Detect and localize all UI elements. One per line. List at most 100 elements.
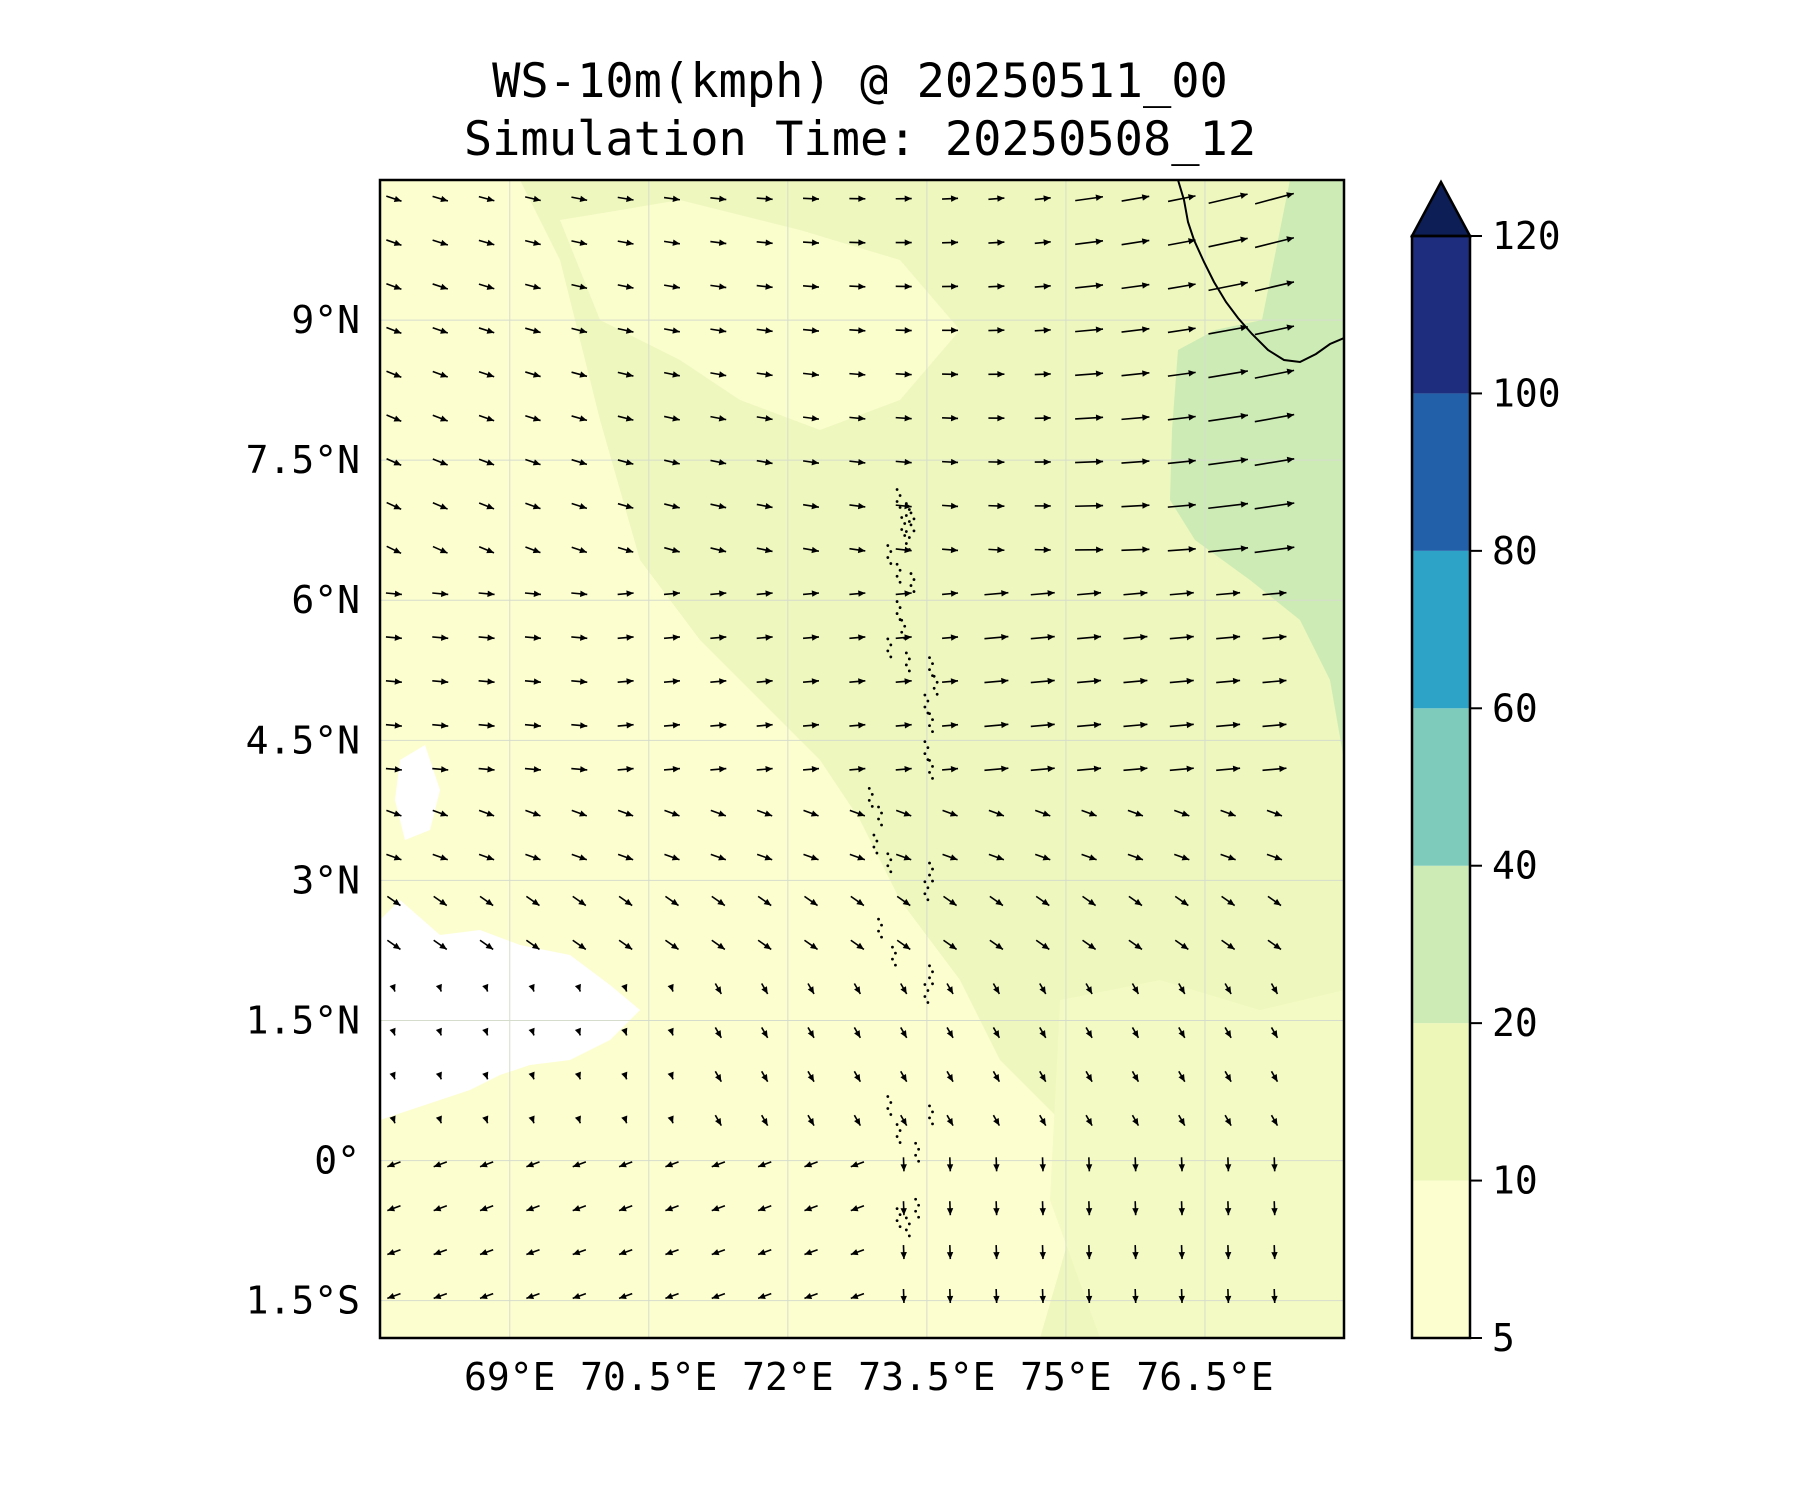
- island-dot: [895, 1123, 899, 1126]
- island-dot: [907, 1222, 911, 1226]
- wind-arrow: [664, 853, 680, 861]
- wind-arrow: [756, 371, 773, 378]
- wind-arrow: [1178, 1201, 1185, 1216]
- wind-arrow: [850, 1292, 865, 1300]
- wind-arrow: [1224, 1114, 1232, 1127]
- island-dot: [914, 1141, 918, 1145]
- colorbar-segment: [1412, 865, 1470, 1024]
- wind-arrow: [756, 415, 773, 422]
- wind-arrow: [1075, 546, 1104, 553]
- wind-arrow: [432, 766, 449, 773]
- wind-arrow: [1208, 280, 1248, 292]
- island-dot: [886, 852, 890, 856]
- wind-arrow: [617, 590, 634, 597]
- wind-arrow: [387, 1161, 401, 1168]
- wind-arrow: [1216, 677, 1241, 685]
- wind-arrow: [526, 1161, 540, 1168]
- colorbar-tick-label: 100: [1492, 371, 1561, 415]
- colorbar-tick-label: 120: [1492, 214, 1561, 258]
- wind-arrow: [1178, 1157, 1185, 1172]
- wind-arrow: [432, 853, 449, 861]
- wind-arrow: [760, 983, 769, 995]
- island-dot: [932, 686, 936, 690]
- wind-arrow: [988, 371, 1005, 378]
- wind-arrow: [478, 853, 495, 861]
- wind-arrow: [900, 1070, 908, 1083]
- wind-arrow: [895, 327, 912, 334]
- wind-arrow: [711, 1292, 726, 1300]
- wind-arrow: [432, 590, 449, 597]
- wind-arrow: [1039, 1201, 1046, 1216]
- island-dot: [880, 811, 883, 815]
- wind-arrow: [943, 895, 958, 907]
- wind-arrow: [664, 503, 680, 510]
- island-dot: [877, 929, 880, 933]
- wind-arrow: [663, 634, 681, 641]
- maldives-island-dots: [867, 488, 939, 1238]
- wind-arrow: [757, 1292, 772, 1300]
- colorbar-segment: [1412, 393, 1470, 551]
- lat-tick-label: 6°N: [291, 578, 360, 622]
- wind-arrow: [1075, 370, 1104, 377]
- wind-arrow: [1254, 236, 1295, 249]
- island-dot: [903, 624, 907, 628]
- wind-arrow: [900, 1288, 907, 1303]
- wind-arrow: [757, 895, 772, 907]
- wind-arrow: [942, 327, 959, 334]
- island-dot: [923, 995, 927, 998]
- wind-arrow: [433, 939, 448, 951]
- island-dot: [900, 516, 904, 519]
- wind-arrow: [989, 895, 1004, 907]
- wind-arrow: [849, 327, 866, 334]
- wind-arrow: [524, 239, 541, 246]
- wind-arrow: [756, 678, 773, 685]
- island-dot: [889, 550, 893, 553]
- wind-arrow: [1075, 238, 1104, 246]
- wind-arrow: [1034, 239, 1051, 246]
- wind-arrow: [849, 239, 866, 246]
- wind-arrow: [525, 546, 541, 554]
- colorbar-segment: [1412, 708, 1470, 866]
- wind-arrow: [1121, 194, 1150, 202]
- wind-arrow: [1131, 1027, 1140, 1039]
- wind-arrow: [572, 1248, 587, 1256]
- wind-arrow: [665, 1248, 679, 1256]
- wind-arrow: [942, 853, 958, 861]
- wind-arrow: [804, 1161, 818, 1168]
- colorbar: 5 10 20 40 60 80 100 120: [1409, 179, 1561, 1360]
- wind-arrow: [1039, 1027, 1047, 1039]
- wind-arrow: [984, 677, 1009, 685]
- island-dot: [923, 752, 927, 756]
- wind-arrow: [942, 722, 959, 729]
- wind-arrow: [1167, 414, 1196, 421]
- island-dot: [931, 1110, 934, 1114]
- island-dot: [907, 520, 911, 523]
- island-dot: [928, 976, 931, 980]
- wind-arrow: [479, 1292, 494, 1300]
- island-dot: [895, 562, 899, 566]
- island-dot: [886, 1107, 890, 1110]
- wind-arrow: [1034, 853, 1051, 861]
- wind-arrow: [803, 853, 819, 861]
- wind-arrow: [1254, 544, 1295, 554]
- wind-arrow: [895, 853, 912, 861]
- wind-arrow: [621, 1027, 628, 1036]
- lat-tick-label: 1.5°N: [246, 998, 360, 1042]
- wind-arrow: [802, 765, 820, 773]
- wind-arrow: [1123, 633, 1148, 641]
- wind-arrow: [663, 765, 681, 773]
- wind-arrow: [714, 983, 723, 995]
- wind-arrow: [1262, 765, 1287, 773]
- wind-arrow: [1167, 502, 1196, 509]
- wind-arrow: [432, 370, 449, 378]
- wind-arrow: [433, 1161, 448, 1168]
- lat-tick-label: 0°: [314, 1139, 360, 1183]
- wind-arrow: [1208, 545, 1249, 553]
- lat-tick-label: 1.5°S: [246, 1279, 360, 1323]
- wind-arrow: [571, 458, 588, 466]
- wind-arrow: [850, 1205, 865, 1212]
- wind-arrow: [1039, 1070, 1047, 1083]
- wind-arrow: [992, 1070, 1001, 1083]
- wind-arrow: [760, 1114, 769, 1127]
